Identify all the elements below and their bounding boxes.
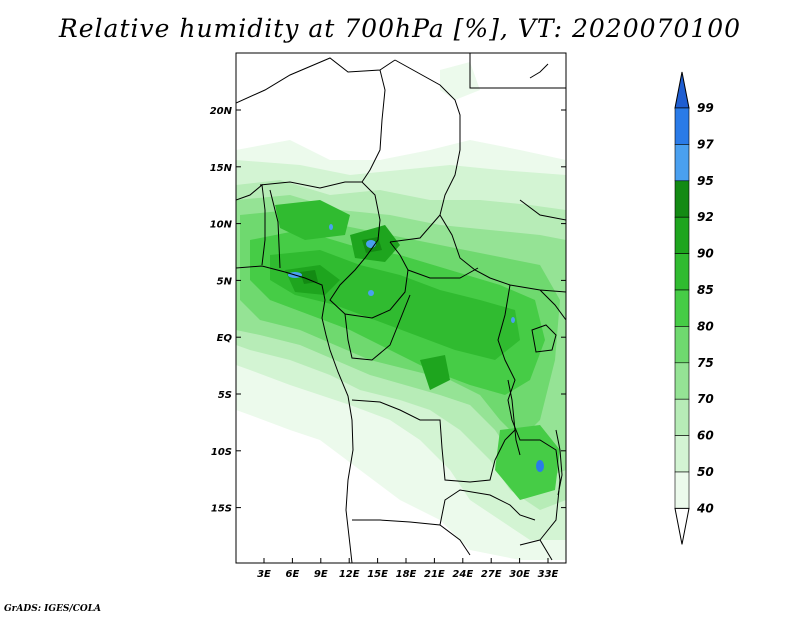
- lake-victoria: [531, 324, 557, 353]
- lon-label: 3E: [257, 569, 271, 580]
- colorbar-swatch: [674, 326, 690, 364]
- map-title: Relative humidity at 700hPa [%], VT: 202…: [58, 14, 742, 43]
- lat-label: 15S: [211, 504, 232, 515]
- border-cameroon: [329, 239, 409, 319]
- colorbar-swatch: [674, 253, 690, 291]
- border-east-africa: [497, 284, 561, 541]
- lon-label: 27E: [481, 569, 502, 580]
- lake-malawi: [555, 429, 563, 496]
- border-car: [389, 214, 479, 279]
- lat-label: EQ: [217, 333, 233, 344]
- grads-credit: GrADS: IGES/COLA: [4, 604, 102, 614]
- lat-label: 20N: [210, 106, 233, 117]
- lat-label: 15N: [210, 163, 233, 174]
- colorbar-label: 99: [697, 101, 714, 115]
- nile-coast: [519, 63, 553, 561]
- lon-label: 15E: [367, 569, 388, 580]
- rh-90-region-3: [420, 355, 450, 390]
- colorbar-label: 95: [697, 174, 714, 188]
- colorbar-label: 80: [697, 319, 714, 333]
- colorbar-swatch: [674, 471, 690, 509]
- rh-40-sahara-patch: [440, 62, 480, 100]
- rh-80-south-patch: [495, 425, 560, 500]
- colorbar-swatch: [674, 216, 690, 254]
- colorbar-label: 75: [697, 356, 714, 370]
- colorbar-label: 60: [697, 429, 714, 443]
- rh-95-spot-6: [536, 460, 544, 472]
- border-west-africa: [236, 184, 281, 269]
- colorbar-label: 40: [696, 501, 714, 515]
- colorbar: 99 97 95 92 90 85 80 75 70 60 50 40: [674, 71, 714, 545]
- colorbar-label: 70: [697, 392, 714, 406]
- colorbar-swatch: [674, 362, 690, 400]
- map-frame: [235, 52, 567, 564]
- border-angola-namibia: [352, 519, 471, 556]
- colorbar-label: 92: [697, 210, 714, 224]
- colorbar-swatch: [674, 398, 690, 436]
- lon-label: 6E: [286, 569, 300, 580]
- country-borders: [236, 53, 566, 563]
- rh-92-region: [300, 270, 318, 284]
- border-horn: [519, 199, 566, 321]
- colorbar-label: 50: [697, 465, 714, 479]
- colorbar-label: 85: [697, 283, 714, 297]
- colorbar-label: 90: [697, 247, 714, 261]
- colorbar-swatch: [674, 107, 690, 145]
- lon-label: 33E: [538, 569, 559, 580]
- colorbar-swatch: [674, 144, 690, 182]
- lon-label: 30E: [509, 569, 530, 580]
- longitude-axis: 3E 6E 9E 12E 15E 18E 21E 24E 27E 30E 33E: [257, 558, 559, 580]
- humidity-field: [236, 62, 566, 560]
- lat-label: 5S: [218, 390, 232, 401]
- border-drc-angola: [351, 399, 516, 483]
- colorbar-swatch: [674, 289, 690, 327]
- border-sahara-north: [236, 57, 396, 183]
- lake-tanganyika: [507, 379, 521, 456]
- border-libya-egypt: [469, 53, 566, 89]
- colorbar-top-arrow: [674, 71, 690, 109]
- colorbar-label: 97: [697, 137, 714, 151]
- border-congo: [344, 294, 411, 361]
- rh-95-spot-3: [329, 224, 333, 230]
- colorbar-swatch: [674, 180, 690, 218]
- lat-label: 5N: [217, 276, 233, 287]
- lat-label: 10N: [210, 220, 233, 231]
- lat-label: 10S: [211, 447, 232, 458]
- coastline-gulf-of-guinea: [236, 265, 354, 563]
- lon-label: 18E: [396, 569, 417, 580]
- lon-label: 21E: [424, 569, 445, 580]
- lon-label: 24E: [452, 569, 473, 580]
- lon-label: 12E: [339, 569, 360, 580]
- latitude-axis: 20N 15N 10N 5N EQ 5S 10S 15S: [210, 106, 566, 515]
- colorbar-swatch: [674, 435, 690, 473]
- rh-95-spot-4: [368, 290, 374, 296]
- border-nigeria-niger: [259, 181, 381, 241]
- border-zambia: [439, 489, 536, 526]
- lon-label: 9E: [314, 569, 328, 580]
- colorbar-bottom-arrow: [674, 507, 690, 545]
- rh-95-spot-5: [511, 317, 515, 323]
- rh-85-north-patch: [275, 200, 350, 240]
